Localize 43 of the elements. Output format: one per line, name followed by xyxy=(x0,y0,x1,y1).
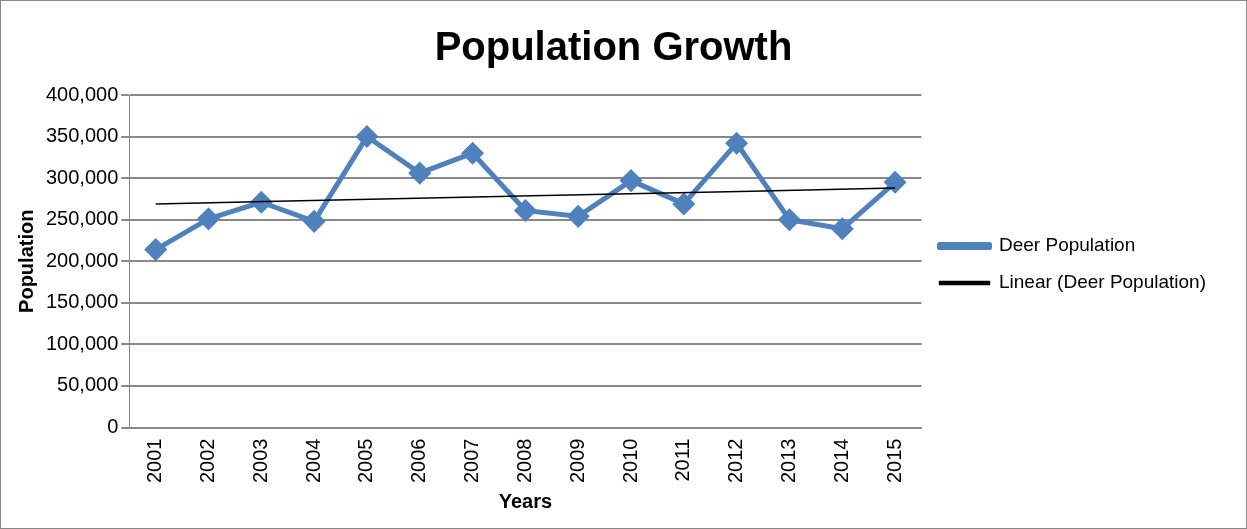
y-tick-label: 250,000 xyxy=(46,207,119,230)
x-tick-label: 2002 xyxy=(196,438,219,484)
point xyxy=(409,162,431,184)
legend-label: Deer Population xyxy=(998,234,1136,256)
x-tick-label: 2011 xyxy=(671,438,694,482)
x-tick-label: 2015 xyxy=(882,438,905,484)
y-tick-label: 0 xyxy=(107,415,119,438)
x-tick-label: 2005 xyxy=(354,438,377,484)
point xyxy=(145,239,167,261)
point xyxy=(884,171,906,193)
chart-title: Population Growth xyxy=(434,24,793,69)
x-tick-label: 2008 xyxy=(512,438,535,484)
y-tick-label: 150,000 xyxy=(46,290,119,313)
x-axis-title: Years xyxy=(498,489,553,512)
point xyxy=(567,205,589,227)
y-tick-label: 350,000 xyxy=(46,124,119,147)
point xyxy=(303,210,325,232)
x-tick-label: 2007 xyxy=(460,438,483,484)
x-tick-label: 2012 xyxy=(724,438,747,484)
x-tick-label: 2014 xyxy=(829,438,852,484)
y-tick-label: 50,000 xyxy=(57,373,119,396)
point xyxy=(831,218,853,240)
x-tick-label: 2009 xyxy=(565,438,588,484)
x-tick-label: 2013 xyxy=(776,438,799,484)
legend-label: Linear (Deer Population) xyxy=(998,271,1207,293)
y-tick-label: 400,000 xyxy=(46,82,119,105)
y-tick-label: 200,000 xyxy=(46,248,119,271)
point xyxy=(673,193,695,215)
point xyxy=(620,170,642,192)
point xyxy=(778,209,800,231)
x-tick-label: 2006 xyxy=(407,438,430,484)
x-tick-label: 2004 xyxy=(301,438,324,484)
x-tick-label: 2001 xyxy=(143,438,166,484)
point xyxy=(198,208,220,230)
x-tick-label: 2003 xyxy=(248,438,271,484)
y-tick-label: 100,000 xyxy=(46,331,119,354)
point xyxy=(514,200,536,222)
y-axis-title: Population xyxy=(14,209,37,313)
point xyxy=(356,126,378,148)
point xyxy=(462,142,484,164)
point xyxy=(726,132,748,154)
x-tick-label: 2010 xyxy=(618,438,641,484)
y-tick-label: 300,000 xyxy=(46,165,119,188)
